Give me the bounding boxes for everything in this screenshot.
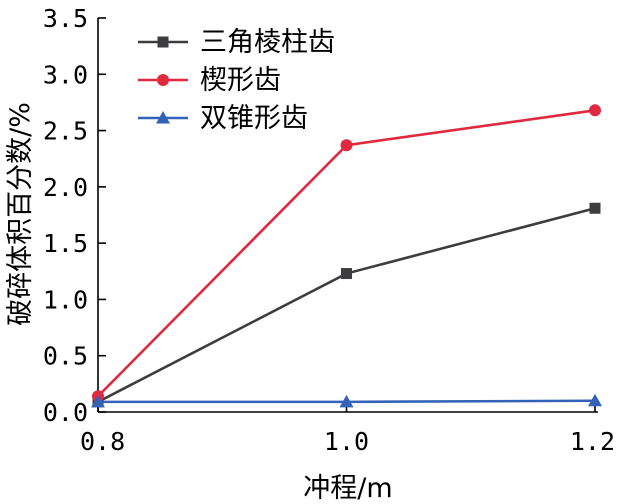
y-ticks: 0.0 0.5 1.0 1.5 2.0 2.5 3.0 3.5 [43,4,106,427]
y-tick-label: 0.5 [43,342,88,371]
x-tick-label: 1.0 [324,427,369,456]
data-point [589,104,601,117]
series-3 [91,393,602,408]
series-2 [92,104,601,403]
axes [97,18,598,413]
legend-item: 楔形齿 [138,65,281,96]
series-1 [92,202,601,408]
legend-item: 三角棱柱齿 [138,27,335,58]
y-tick-label: 0.0 [43,398,88,427]
series-line [97,206,596,404]
x-tick-label: 1.2 [570,427,615,456]
x-tick-label: 0.8 [80,427,125,456]
data-point [91,394,105,408]
y-tick-label: 2.0 [43,173,88,202]
series-line [97,109,596,398]
x-axis-title: 冲程/m [303,473,392,504]
data-point [340,139,353,152]
data-point [588,393,602,407]
legend-label: 双锥形齿 [200,103,308,134]
legend-item: 双锥形齿 [138,103,308,134]
legend-label: 楔形齿 [200,65,281,96]
legend-marker [157,36,169,48]
y-tick-label: 2.5 [43,117,88,146]
legend-marker [157,74,169,86]
y-axis-title: 破碎体积百分数/% [5,102,36,326]
x-ticks: 0.8 1.0 1.2 [80,404,615,456]
legend-label: 三角棱柱齿 [200,27,335,58]
legend-marker [156,111,170,124]
data-point [341,268,352,280]
y-tick-label: 3.5 [43,4,88,33]
y-tick-label: 1.5 [43,229,88,258]
series-layer [91,104,602,408]
y-tick-label: 3.0 [43,60,88,89]
y-tick-label: 1.0 [43,285,88,314]
data-point [589,202,601,214]
data-point [339,394,354,408]
